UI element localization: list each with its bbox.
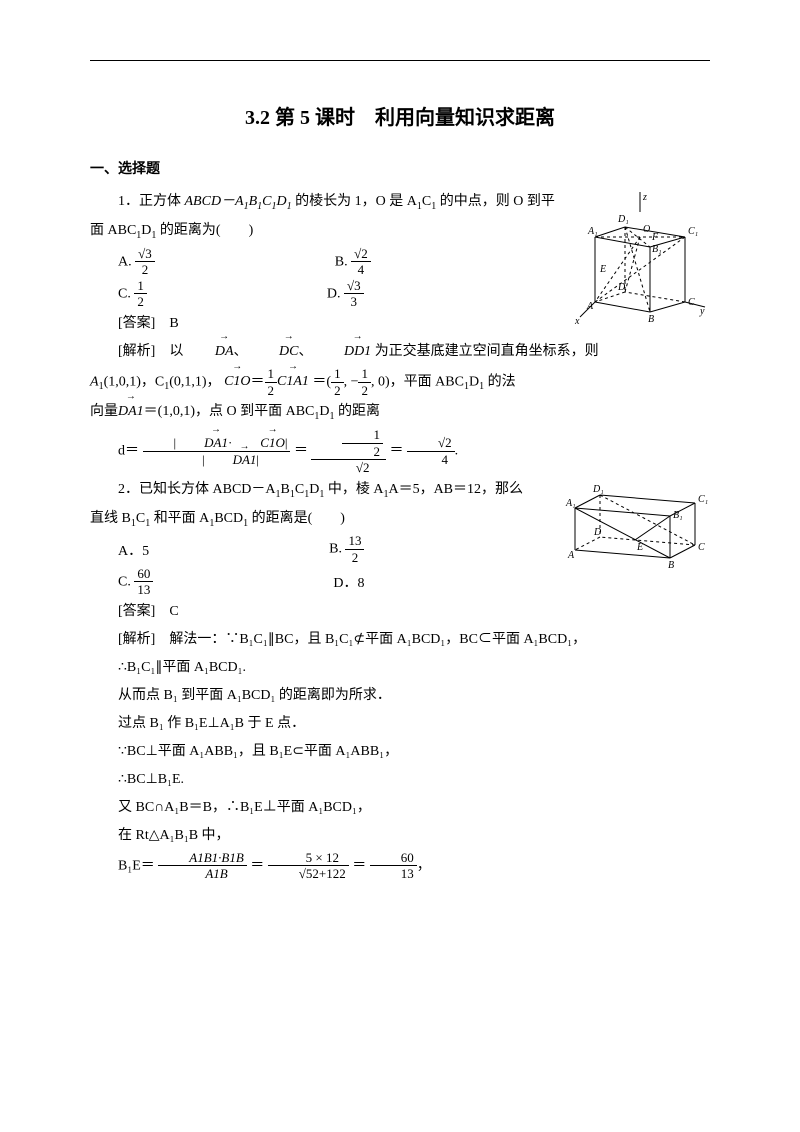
axis-z: z: [642, 192, 647, 203]
q2-optC[interactable]: C. 6013: [118, 566, 153, 598]
title: 3.2 第 5 课时 利用向量知识求距离: [90, 101, 710, 130]
q2-lbl-B1: B₁: [673, 510, 683, 521]
lbl-B: B: [648, 314, 654, 325]
lbl-D1: D₁: [617, 214, 629, 225]
q2-sol7: 又 BC∩A₁B＝B，∴B₁E⊥平面 A₁BCD₁，: [90, 794, 710, 822]
axis-x: x: [574, 316, 580, 327]
q2-answer: [答案] C: [90, 598, 710, 626]
q2-optD[interactable]: D．8: [333, 570, 364, 598]
q2-box-figure: D₁ A₁ B₁ C₁ D A B C E: [560, 480, 710, 570]
page: 3.2 第 5 课时 利用向量知识求距离 一、选择题: [0, 0, 800, 922]
q2-sol2: ∴B₁C₁∥平面 A₁BCD₁.: [90, 654, 710, 682]
q2-sol8: 在 Rt△A₁B₁B 中，: [90, 822, 710, 850]
lbl-D: D: [617, 282, 626, 293]
section-heading: 一、选择题: [90, 158, 710, 178]
vec-DD1: DD1: [316, 338, 371, 366]
q2-lbl-E: E: [636, 542, 643, 553]
lbl-B1: B₁: [652, 244, 662, 255]
q2-optA[interactable]: A．5: [118, 538, 149, 566]
q2-sol6: ∴BC⊥B₁E.: [90, 766, 710, 794]
q2-optB[interactable]: B. 132: [329, 533, 364, 565]
q2-lbl-A1: A₁: [565, 498, 576, 509]
q2-sol9: B₁E＝ A1B1·B1BA1B ＝ 5 × 12√52+122 ＝ 6013，: [90, 850, 710, 882]
q2-sol3: 从而点 B₁ 到平面 A₁BCD₁ 的距离即为所求．: [90, 682, 710, 710]
lbl-F: F: [651, 232, 659, 243]
q2-sol1: [解析] 解法一：∵B₁C₁∥BC，且 B₁C₁⊄平面 A₁BCD₁，BC⊂平面…: [90, 626, 710, 654]
lbl-C: C: [688, 297, 695, 308]
q1-optB[interactable]: B. √24: [335, 246, 371, 278]
q1-choices-row2: C. 12 D. √33: [90, 278, 560, 310]
lbl-A: A: [586, 301, 594, 312]
axis-y: y: [699, 306, 705, 317]
q2-lbl-A: A: [567, 550, 575, 561]
q2-sol5: ∵BC⊥平面 A₁ABB₁，且 B₁E⊂平面 A₁ABB₁，: [90, 738, 710, 766]
lbl-A1: A₁: [587, 226, 598, 237]
q2-lbl-C1: C₁: [698, 494, 708, 505]
q1-sol-line1: [解析] 以 DA、 DC、 DD1 为正交基底建立空间直角坐标系，则: [90, 338, 710, 366]
q2-sol4: 过点 B₁ 作 B₁E⊥A₁B 于 E 点．: [90, 710, 710, 738]
lbl-E: E: [599, 264, 606, 275]
q1-sol-line2: A1(1,0,1)，C1(0,1,1)， C1O＝12C1A1 ＝(12, −1…: [90, 366, 710, 398]
q2-lbl-D1: D₁: [592, 484, 604, 495]
q2-lbl-B: B: [668, 560, 674, 570]
lbl-C1: C₁: [688, 226, 698, 237]
vec-C1O: C1O: [224, 368, 250, 396]
vec-DA1: DA1: [118, 398, 144, 426]
q2-lbl-C: C: [698, 542, 705, 553]
q1-optA[interactable]: A. √32: [118, 246, 155, 278]
q1-sol-line4: d＝ |DA1·C1O| |DA1| ＝ 12√2 ＝ √24.: [90, 427, 710, 476]
vec-C1A1: C1A1: [277, 368, 309, 396]
q1-sol-line3: 向量DA1＝(1,0,1)，点 O 到平面 ABC1D1 的距离: [90, 398, 710, 427]
lbl-O: O: [643, 224, 650, 235]
q2-choices-row1: A．5 B. 132: [90, 533, 550, 565]
q1-optC[interactable]: C. 12: [118, 278, 147, 310]
q1-optD[interactable]: D. √33: [327, 278, 364, 310]
top-rule: [90, 60, 710, 61]
q1-cube-figure: z D₁ A₁ B₁ C₁ O F E D A B C x y: [570, 192, 710, 327]
q2-choices-row2: C. 6013 D．8: [90, 566, 550, 598]
q1-choices-row1: A. √32 B. √24: [90, 246, 560, 278]
q2-lbl-D: D: [593, 527, 602, 538]
